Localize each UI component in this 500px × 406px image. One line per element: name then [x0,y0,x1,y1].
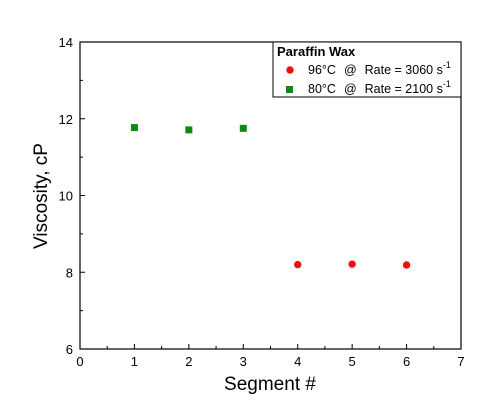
legend-marker-80c [286,86,293,93]
y-axis-title: Viscosity, cP [31,143,52,249]
legend-at: @ [344,63,357,77]
y-axis: 6 8 10 12 14 [59,35,85,357]
x-tick-label: 4 [294,354,301,369]
data-point-square [239,124,247,132]
legend-marker-96c [286,66,294,74]
y-tick-label: 6 [66,342,73,357]
legend-exponent: -1 [443,60,451,70]
legend-label-96c: 96°C @ Rate = 3060 s-1 [308,60,451,77]
legend-temp: 80°C [308,82,336,96]
x-tick-label: 6 [403,354,410,369]
data-point-circle [294,260,302,269]
x-axis-title: Segment # [224,374,316,395]
legend-temp: 96°C [308,63,336,77]
y-tick-label: 10 [59,189,73,204]
data-point-square [130,124,138,132]
x-axis: 0 1 2 3 4 5 6 7 [76,344,465,369]
legend-rate: Rate = 2100 s [365,82,443,96]
legend-label-80c: 80°C @ Rate = 2100 s-1 [308,79,451,96]
legend-at: @ [344,82,357,96]
x-tick-label: 2 [185,354,192,369]
x-tick-label: 0 [76,354,83,369]
x-tick-label: 1 [131,354,138,369]
data-point-circle [348,260,356,268]
x-tick-label: 5 [349,354,356,369]
y-tick-label: 12 [59,112,73,127]
x-tick-label: 3 [240,354,247,369]
y-tick-label: 8 [66,265,73,280]
data-point-circle [402,261,411,269]
legend-rate: Rate = 3060 s [365,63,443,77]
legend: Paraffin Wax 96°C @ Rate = 3060 s-1 80°C @ R… [272,41,462,98]
legend-box [272,41,462,98]
legend-exponent: -1 [443,79,451,89]
data-points [130,124,411,269]
legend-title: Paraffin Wax [277,44,356,59]
x-tick-label: 7 [457,354,464,369]
y-tick-label: 14 [59,35,73,50]
data-point-square [185,126,193,134]
